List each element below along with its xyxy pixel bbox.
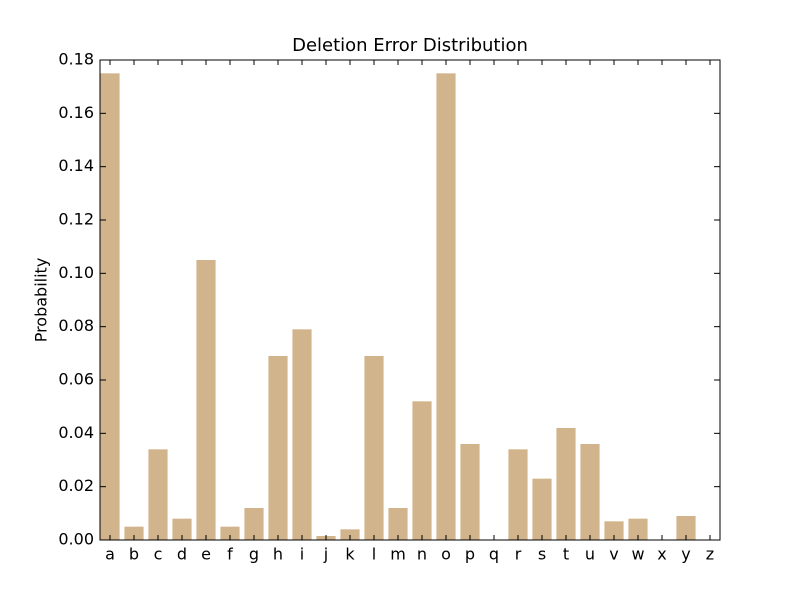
bar — [460, 444, 480, 540]
x-tick-label: n — [417, 545, 427, 564]
bar — [292, 329, 312, 540]
bar — [196, 260, 216, 540]
bar — [436, 73, 456, 540]
bar — [148, 449, 168, 540]
bar — [340, 529, 360, 540]
bar — [532, 478, 552, 540]
x-tick-label: y — [681, 545, 690, 564]
x-tick-label: x — [657, 545, 666, 564]
x-tick-label: a — [105, 545, 115, 564]
y-tick-label: 0.08 — [58, 316, 94, 335]
x-tick-label: r — [515, 545, 522, 564]
y-tick-label: 0.12 — [58, 210, 94, 229]
x-tick-label: c — [154, 545, 163, 564]
x-tick-label: s — [538, 545, 546, 564]
x-tick-label: m — [390, 545, 406, 564]
x-tick-label: o — [441, 545, 451, 564]
bar — [556, 428, 576, 540]
bar — [508, 449, 528, 540]
bar — [220, 526, 240, 540]
bar — [244, 508, 264, 540]
x-tick-label: w — [631, 545, 644, 564]
bar — [604, 521, 624, 540]
y-tick-label: 0.02 — [58, 476, 94, 495]
x-tick-label: f — [227, 545, 233, 564]
y-tick-label: 0.00 — [58, 530, 94, 549]
x-tick-label: k — [345, 545, 355, 564]
y-tick-label: 0.10 — [58, 263, 94, 282]
y-tick-label: 0.06 — [58, 370, 94, 389]
bar — [676, 516, 696, 540]
x-tick-label: l — [372, 545, 376, 564]
x-tick-label: h — [273, 545, 283, 564]
plot-frame — [99, 59, 721, 541]
y-tick-label: 0.18 — [58, 50, 94, 69]
bar — [628, 518, 648, 540]
x-tick-label: t — [563, 545, 569, 564]
bar — [412, 401, 432, 540]
y-axis-label: Probability — [32, 258, 51, 343]
y-tick-label: 0.16 — [58, 103, 94, 122]
chart-title: Deletion Error Distribution — [292, 35, 528, 56]
bar — [580, 444, 600, 540]
bar — [364, 356, 384, 540]
y-tick-label: 0.04 — [58, 423, 94, 442]
x-tick-label: e — [201, 545, 211, 564]
x-tick-label: g — [249, 545, 259, 564]
x-tick-label: i — [300, 545, 304, 564]
x-tick-label: v — [609, 545, 618, 564]
x-tick-label: z — [706, 545, 714, 564]
bar — [172, 518, 192, 540]
bar — [268, 356, 288, 540]
x-tick-label: q — [489, 545, 499, 564]
y-tick-label: 0.14 — [58, 156, 94, 175]
x-tick-label: u — [585, 545, 595, 564]
bar — [388, 508, 408, 540]
x-tick-label: j — [323, 545, 328, 564]
x-tick-label: d — [177, 545, 187, 564]
bar — [124, 526, 144, 540]
x-tick-label: b — [129, 545, 139, 564]
x-tick-label: p — [465, 545, 475, 564]
bar — [100, 73, 120, 540]
